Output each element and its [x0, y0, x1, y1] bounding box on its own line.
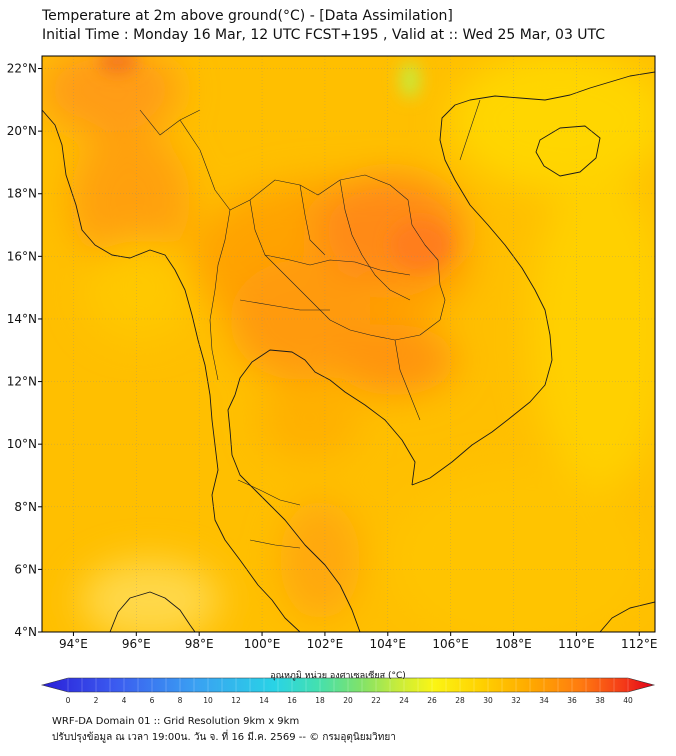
colorbar-tick-label: 14: [259, 696, 269, 705]
lat-tick-label: 14°N: [7, 312, 37, 326]
colorbar-tick-label: 8: [178, 696, 183, 705]
colorbar-tick-label: 38: [595, 696, 605, 705]
colorbar-tick-label: 20: [343, 696, 353, 705]
lat-tick-label: 4°N: [14, 625, 37, 639]
colorbar-tick-label: 24: [399, 696, 409, 705]
colorbar-tick-label: 28: [455, 696, 465, 705]
lon-tick-label: 108°E: [495, 637, 532, 651]
colorbar-tick-label: 22: [371, 696, 381, 705]
colorbar-tick-label: 32: [511, 696, 521, 705]
map-subtitle: Initial Time : Monday 16 Mar, 12 UTC FCS…: [42, 27, 606, 43]
admin-borders: [139, 99, 481, 549]
lat-tick-label: 10°N: [7, 437, 37, 451]
lat-tick-label: 18°N: [7, 187, 37, 201]
lon-tick-label: 94°E: [59, 637, 88, 651]
footer-line-2: ปรับปรุงข้อมูล ณ เวลา 19:00น. วัน จ. ที่…: [52, 732, 396, 743]
coastlines: [42, 71, 655, 632]
footer-line-1: WRF-DA Domain 01 :: Grid Resolution 9km …: [52, 716, 300, 727]
lat-tick-label: 6°N: [14, 562, 37, 576]
colorbar-tick-label: 36: [567, 696, 577, 705]
map-frame: [41, 55, 656, 633]
colorbar-tick-label: 12: [231, 696, 241, 705]
lon-tick-label: 106°E: [432, 637, 469, 651]
lon-tick-label: 112°E: [621, 637, 658, 651]
lat-tick-label: 20°N: [7, 124, 37, 138]
colorbar-tick-label: 4: [122, 696, 127, 705]
temperature-field: [42, 56, 655, 632]
colorbar-tick-label: 16: [287, 696, 297, 705]
colorbar-tick-label: 6: [150, 696, 155, 705]
lon-tick-label: 96°E: [122, 637, 151, 651]
latitude-labels: 22°N 20°N 18°N 16°N 14°N 12°N 10°N 8°N 6°N 4°N: [7, 62, 42, 639]
lon-tick-label: 98°E: [185, 637, 214, 651]
map-title: Temperature at 2m above ground(°C) - [Da…: [42, 8, 453, 24]
colorbar-tick-label: 26: [427, 696, 437, 705]
colorbar-tick-label: 30: [483, 696, 493, 705]
lat-tick-label: 8°N: [14, 500, 37, 514]
lon-tick-label: 100°E: [244, 637, 281, 651]
lon-tick-label: 110°E: [558, 637, 595, 651]
colorbar-tick-label: 40: [623, 696, 633, 705]
colorbar-tick-label: 18: [315, 696, 325, 705]
colorbar-tick-label: 2: [94, 696, 99, 705]
lat-tick-label: 16°N: [7, 249, 37, 263]
lat-tick-label: 22°N: [7, 62, 37, 76]
lon-tick-label: 104°E: [370, 637, 407, 651]
lon-tick-label: 102°E: [307, 637, 344, 651]
lat-tick-label: 12°N: [7, 375, 37, 389]
colorbar: 0 2 4 6 8 10 12 14 16 18 20 22 24 26 28 30 32 34 36 38 40: [40, 677, 656, 705]
colorbar-tick-label: 34: [539, 696, 549, 705]
colorbar-label: อุณหภูมิ หน่วย องศาเซลเซียส (°C): [270, 671, 406, 681]
colorbar-tick-label: 10: [203, 696, 213, 705]
colorbar-tick-label: 0: [66, 696, 71, 705]
longitude-labels: 94°E 96°E 98°E 100°E 102°E 104°E 106°E 108°E 110…: [59, 632, 658, 651]
